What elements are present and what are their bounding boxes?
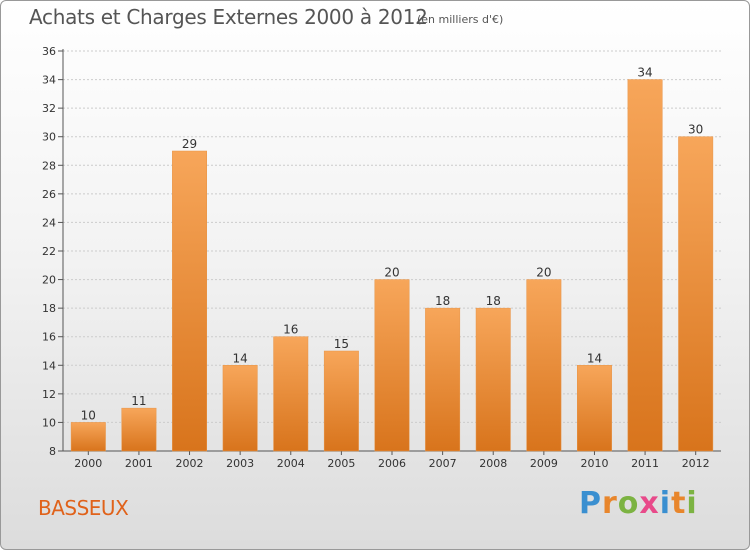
y-tick-label: 16 [42,331,56,344]
bar-2005 [323,350,359,452]
x-tick-label-2008: 2008 [479,457,507,470]
logo-letter: o [617,486,640,521]
value-label-2010: 14 [587,351,602,365]
x-tick-label-2009: 2009 [530,457,558,470]
y-tick-label: 12 [42,388,56,401]
x-tick-label-2005: 2005 [327,457,355,470]
bar-2008 [475,307,511,452]
bar-2002 [172,150,207,452]
value-label-2011: 34 [637,66,652,80]
chart-title: Achats et Charges Externes 2000 à 2012 [29,5,428,29]
location-name: BASSEUX [38,496,129,520]
value-label-2007: 18 [435,294,450,308]
y-tick-label: 8 [49,445,56,458]
bar-2004 [273,336,309,452]
y-tick-label: 24 [42,216,56,229]
bar-2006 [374,279,410,452]
bars [70,79,714,452]
logo-letter: i [686,486,698,521]
y-tick-label: 34 [42,74,56,87]
y-tick-label: 22 [42,245,56,258]
x-tick-label-2011: 2011 [631,457,659,470]
value-label-2002: 29 [182,137,197,151]
y-tick-label: 36 [42,45,56,58]
value-label-2004: 16 [283,323,298,337]
y-tick-label: 28 [42,159,56,172]
bar-2011 [627,79,663,452]
labels: 8 10 12 14 16 18 20 22 24 26 28 30 32 34 36 10 2000 11 200… [42,45,710,470]
x-tick-label-2006: 2006 [378,457,406,470]
logo-letter: r [602,486,618,521]
bar-2001 [121,407,157,452]
logo-letter: t [671,486,687,521]
proxiti-logo[interactable]: Proxiti [579,486,698,521]
value-label-2008: 18 [486,294,501,308]
chart-subtitle: (en milliers d'€) [417,13,504,26]
bar-2000 [70,422,106,452]
logo-letter: P [579,486,602,521]
x-tick-label-2000: 2000 [74,457,102,470]
x-tick-label-2010: 2010 [580,457,608,470]
bar-2007 [425,307,461,452]
x-tick-label-2003: 2003 [226,457,254,470]
x-tick-label-2007: 2007 [429,457,457,470]
y-tick-label: 20 [42,274,56,287]
value-label-2009: 20 [536,266,551,280]
y-tick-label: 18 [42,302,56,315]
x-tick-label-2001: 2001 [125,457,153,470]
value-label-2000: 10 [81,408,96,422]
bar-2009 [526,279,562,452]
y-tick-label: 32 [42,102,56,115]
value-label-2003: 14 [233,351,248,365]
y-tick-label: 10 [42,416,56,429]
logo-letter: i [659,486,672,521]
x-tick-label-2002: 2002 [176,457,204,470]
bar-2012 [678,136,714,452]
value-label-2001: 11 [131,394,146,408]
logo-letter: x [639,486,660,521]
value-label-2012: 30 [688,123,703,137]
bar-2003 [222,365,258,452]
y-tick-label: 14 [42,359,56,372]
x-tick-label-2012: 2012 [682,457,710,470]
value-label-2005: 15 [334,337,349,351]
bar-2010 [577,365,612,452]
value-label-2006: 20 [384,266,399,280]
y-tick-label: 26 [42,188,56,201]
x-tick-label-2004: 2004 [277,457,305,470]
y-tick-label: 30 [42,131,56,144]
